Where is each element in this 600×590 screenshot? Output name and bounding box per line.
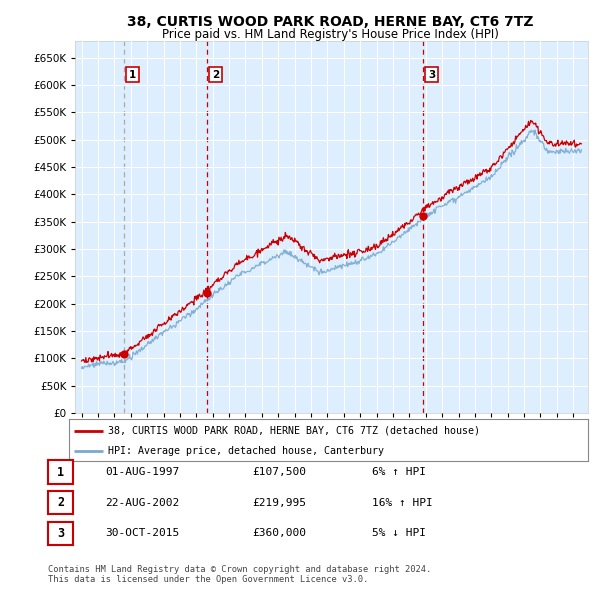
Text: 30-OCT-2015: 30-OCT-2015: [105, 529, 179, 538]
Text: 01-AUG-1997: 01-AUG-1997: [105, 467, 179, 477]
Text: 38, CURTIS WOOD PARK ROAD, HERNE BAY, CT6 7TZ: 38, CURTIS WOOD PARK ROAD, HERNE BAY, CT…: [127, 15, 533, 29]
Text: 16% ↑ HPI: 16% ↑ HPI: [372, 498, 433, 507]
Text: 38, CURTIS WOOD PARK ROAD, HERNE BAY, CT6 7TZ (detached house): 38, CURTIS WOOD PARK ROAD, HERNE BAY, CT…: [108, 426, 480, 436]
Text: 5% ↓ HPI: 5% ↓ HPI: [372, 529, 426, 538]
Text: £107,500: £107,500: [252, 467, 306, 477]
Text: 1: 1: [129, 70, 136, 80]
Text: 22-AUG-2002: 22-AUG-2002: [105, 498, 179, 507]
Text: Contains HM Land Registry data © Crown copyright and database right 2024.
This d: Contains HM Land Registry data © Crown c…: [48, 565, 431, 584]
Text: HPI: Average price, detached house, Canterbury: HPI: Average price, detached house, Cant…: [108, 446, 384, 455]
Text: £360,000: £360,000: [252, 529, 306, 538]
Text: 2: 2: [57, 496, 64, 509]
Text: 3: 3: [57, 527, 64, 540]
Text: £219,995: £219,995: [252, 498, 306, 507]
Text: 3: 3: [428, 70, 435, 80]
Text: 6% ↑ HPI: 6% ↑ HPI: [372, 467, 426, 477]
Text: 2: 2: [212, 70, 219, 80]
Text: Price paid vs. HM Land Registry's House Price Index (HPI): Price paid vs. HM Land Registry's House …: [161, 28, 499, 41]
Text: 1: 1: [57, 466, 64, 478]
